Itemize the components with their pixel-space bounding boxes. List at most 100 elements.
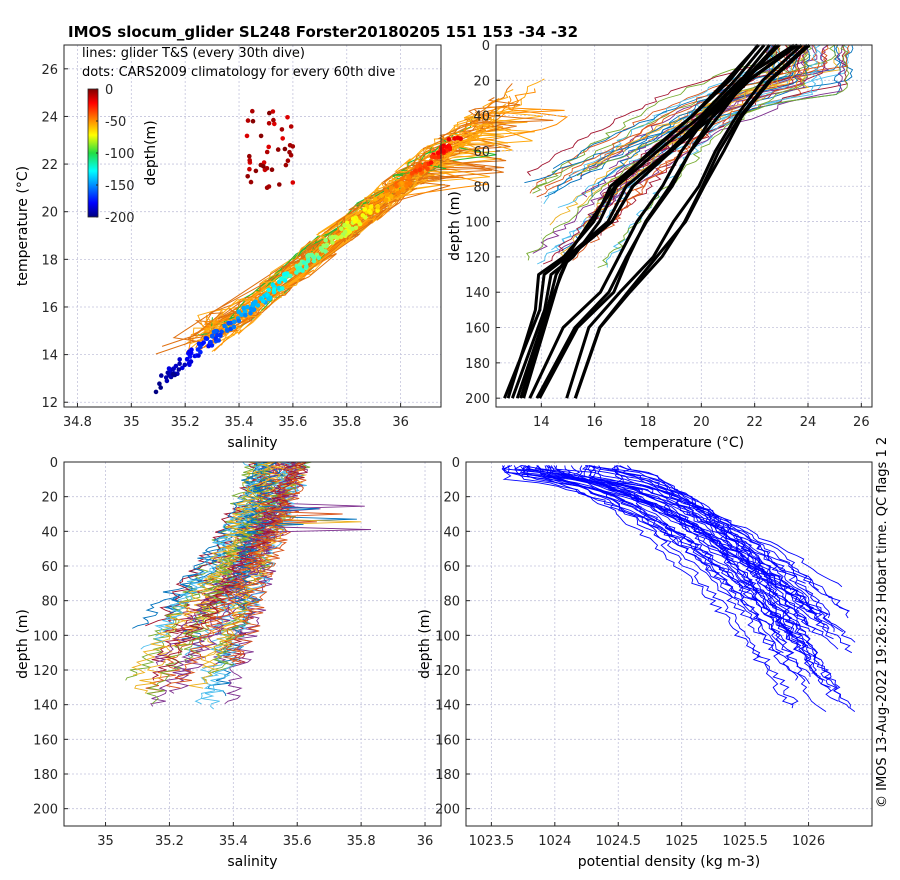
ts-climatology-dot: [203, 336, 209, 341]
colorbar-tick-label: -100: [105, 147, 135, 162]
dens_depth-y-tick-label: 20: [443, 491, 460, 506]
ts-climatology-dot: [352, 219, 358, 224]
temp-glider-profile: [553, 44, 799, 194]
ts-climatology-dot: [245, 118, 251, 123]
ts-climatology-dot: [301, 260, 307, 265]
ts-glider-profile: [268, 129, 504, 299]
temp_depth-y-tick-label: 200: [465, 392, 490, 407]
ts-climatology-dot: [170, 367, 176, 372]
dens_depth-x-tick-label: 1024: [538, 834, 571, 849]
ts-climatology-dot: [339, 226, 344, 231]
dens-data: [501, 465, 856, 712]
ts-climatology-dot: [270, 109, 276, 114]
dens-glider-profile: [589, 465, 792, 591]
ts-climatology-dot: [305, 258, 311, 264]
ts-climatology-dot: [247, 158, 252, 163]
sal_depth-y-tick-label: 200: [33, 803, 58, 818]
temp-climatology-profile: [506, 44, 760, 399]
dens-glider-profile: [548, 465, 856, 643]
ts-climatology-dot: [198, 349, 203, 355]
ts-colorbar: 0 -50 -100 -150 -200 depth(m): [87, 83, 159, 226]
ts-climatology-dot: [417, 167, 423, 173]
temp-climatology-profile: [565, 43, 803, 399]
ts-climatology-dot: [177, 357, 182, 362]
ts-climatology-dot: [247, 166, 252, 172]
ts-climatology-dot: [432, 154, 437, 160]
ts-climatology-dot: [182, 362, 188, 368]
ts-climatology-dot: [248, 179, 254, 185]
dens-axes-frame: [465, 461, 873, 827]
ts-climatology-dot: [251, 307, 257, 312]
ts-climatology-dot: [281, 272, 287, 277]
ts-climatology-dot: [260, 298, 266, 304]
sal_depth-y-tick-label: 80: [41, 595, 58, 610]
dens-glider-profile: [583, 465, 835, 632]
ts-climatology-dot: [360, 213, 366, 218]
temp-data: [503, 43, 854, 399]
ts-climatology-dot: [297, 262, 303, 267]
sal_depth-y-tick-label: 180: [33, 768, 58, 783]
ts-x-tick-label: 36: [392, 415, 409, 430]
sal-ticks: 35 35.2 35.4 35.6 35.8 36 0 20 40 60 80 100 120 140 16…: [33, 456, 433, 849]
sal_depth-y-tick-label: 60: [41, 560, 58, 575]
ts-climatology-dot: [243, 312, 248, 318]
ts-climatology-dot: [176, 367, 182, 372]
ts-climatology-dot: [399, 176, 405, 181]
ts-climatology-dot: [435, 150, 441, 156]
dens_depth-x-tick-label: 1024.5: [596, 834, 642, 849]
figure-title: IMOS slocum_glider SL248 Forster20180205…: [68, 23, 578, 41]
ts-climatology-dot: [271, 117, 276, 123]
sal-glider-profile: [125, 461, 296, 681]
ts-y-tick-label: 14: [41, 349, 58, 364]
dens-glider-profile: [526, 465, 811, 677]
ts-climatology-dot: [189, 347, 194, 353]
colorbar-ticks: 0 -50 -100 -150 -200: [96, 83, 135, 226]
temp_depth-y-tick-label: 20: [473, 74, 490, 89]
temp_depth-x-tick-label: 16: [586, 415, 603, 430]
ts-climatology-dot: [222, 323, 227, 329]
ts-climatology-dot: [264, 166, 270, 171]
ts-climatology-dot: [177, 361, 182, 367]
temp_depth-y-tick-label: 160: [465, 322, 490, 337]
temp_depth-y-tick-label: 0: [482, 39, 490, 54]
sal-glider-profile: [165, 461, 343, 689]
ts-climatology-dot: [208, 339, 213, 345]
colorbar-tick-label: -200: [105, 211, 135, 226]
ts-y-tick-label: 12: [41, 396, 58, 411]
ts-climatology-dot: [282, 278, 288, 283]
temp_depth-y-tick-label: 80: [473, 180, 490, 195]
dens_depth-y-tick-label: 100: [435, 629, 460, 644]
sal-glider-profile: [132, 461, 285, 629]
temp_depth-x-tick-label: 14: [533, 415, 550, 430]
ts-y-tick-label: 22: [41, 158, 58, 173]
dens_depth-y-tick-label: 200: [435, 803, 460, 818]
ts-climatology-dot: [362, 207, 368, 212]
sal-glider-profile: [201, 461, 304, 710]
temp-glider-profile: [576, 44, 850, 177]
temp_depth-x-tick-label: 18: [640, 415, 657, 430]
ts-climatology-dot: [439, 147, 445, 152]
ts-x-tick-label: 35.8: [332, 415, 361, 430]
sal_depth-y-tick-label: 20: [41, 491, 58, 506]
temp-climatology-profile: [510, 44, 766, 399]
ts-climatology-dot: [258, 133, 264, 139]
ts-climatology-dot: [236, 309, 241, 315]
ts-climatology-dot: [383, 188, 389, 194]
copyright-note: © IMOS 13-Aug-2022 19:26:23 Hobart time.…: [875, 437, 890, 808]
dens_depth-y-tick-label: 60: [443, 560, 460, 575]
ts-climatology-dot: [157, 381, 162, 387]
dens-glider-profile: [614, 465, 810, 685]
ts-climatology-dot: [264, 149, 270, 155]
ts-y-axis-label: temperature (°C): [15, 166, 31, 286]
ts-climatology-dot: [266, 144, 272, 150]
sal-glider-profile: [223, 461, 282, 663]
ts-climatology-dot: [251, 302, 257, 307]
ts-climatology-dot: [297, 266, 303, 271]
temp-axes-frame: [495, 44, 873, 408]
ts-climatology-dot: [338, 234, 344, 239]
temp_depth-y-tick-label: 40: [473, 110, 490, 125]
ts-climatology-dot: [170, 371, 176, 377]
ts-climatology-dot: [166, 366, 172, 371]
temp_depth-x-tick-label: 22: [746, 415, 763, 430]
ts-climatology-dot: [196, 353, 201, 358]
